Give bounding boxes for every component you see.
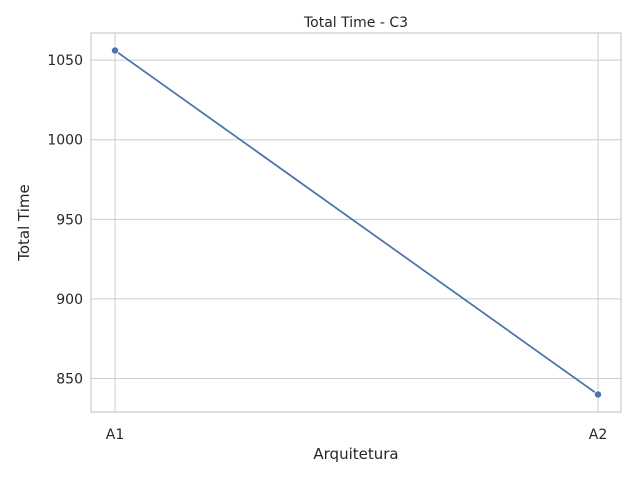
grid xyxy=(91,33,621,412)
data-point xyxy=(111,46,119,55)
series-line xyxy=(114,49,599,396)
y-tick-label: 850 xyxy=(56,372,83,388)
data-point xyxy=(594,390,602,399)
x-tick-label: A2 xyxy=(589,427,607,443)
plot-frame xyxy=(90,32,622,413)
y-axis-label: Total Time xyxy=(15,184,33,262)
y-tick-label: 1050 xyxy=(47,53,83,69)
x-tick-label: A1 xyxy=(106,427,124,443)
chart-title: Total Time - C3 xyxy=(303,15,408,31)
y-tick-label: 900 xyxy=(56,292,83,308)
y-tick-label: 1000 xyxy=(47,133,83,149)
series-layer xyxy=(111,46,602,399)
x-axis-label: Arquitetura xyxy=(313,445,398,463)
tick-labels: 850 900 950 1000 1050 A1 A2 xyxy=(47,53,607,443)
y-tick-label: 950 xyxy=(56,212,83,228)
